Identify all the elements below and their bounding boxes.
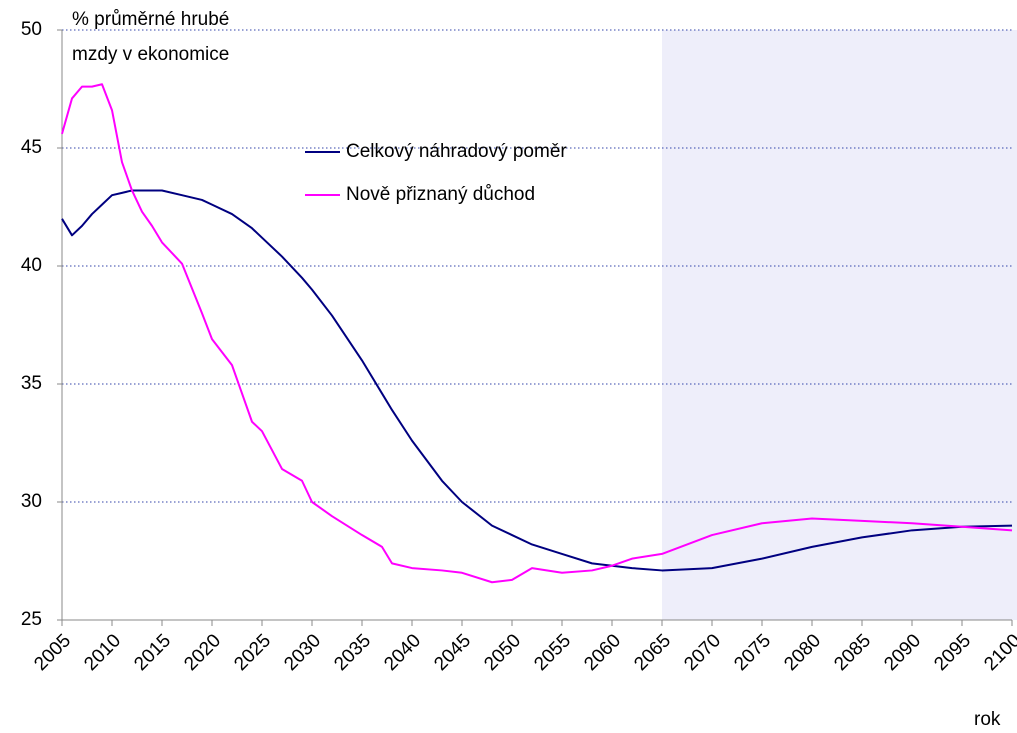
x-tick-label: 2020 [180, 630, 225, 675]
x-tick-label: 2055 [530, 630, 575, 675]
y-tick-label: 45 [21, 137, 42, 158]
x-tick-label: 2035 [330, 630, 375, 675]
y-tick-label: 50 [21, 19, 42, 40]
x-tick-label: 2080 [780, 630, 825, 675]
x-tick-label: 2100 [980, 630, 1017, 675]
x-tick-label: 2015 [130, 630, 175, 675]
x-tick-label: 2030 [280, 630, 325, 675]
y-tick-label: 25 [21, 609, 42, 630]
legend-label: Celkový náhradový poměr [346, 141, 567, 162]
series-line [61, 189, 1013, 572]
x-tick-label: 2045 [430, 630, 475, 675]
shaded-region [662, 30, 1017, 620]
legend-label: Nově přiznaný důchod [346, 184, 535, 205]
x-tick-label: 2085 [830, 630, 875, 675]
x-tick-label: 2005 [30, 630, 75, 675]
x-tick-label: 2025 [230, 630, 275, 675]
y-tick-label: 35 [21, 373, 42, 394]
series-line [61, 83, 1013, 584]
x-axis-label: rok [974, 709, 1001, 730]
y-axis-label: % průměrné hrubé [72, 9, 229, 30]
x-tick-label: 2070 [680, 630, 725, 675]
y-axis-label: mzdy v ekonomice [72, 44, 229, 65]
x-tick-label: 2040 [380, 630, 425, 675]
x-tick-label: 2010 [80, 630, 125, 675]
x-tick-label: 2065 [630, 630, 675, 675]
y-tick-label: 40 [21, 255, 42, 276]
x-tick-label: 2060 [580, 630, 625, 675]
x-tick-label: 2050 [480, 630, 525, 675]
y-tick-label: 30 [21, 491, 42, 512]
x-tick-label: 2095 [930, 630, 975, 675]
x-tick-label: 2090 [880, 630, 925, 675]
x-tick-label: 2075 [730, 630, 775, 675]
